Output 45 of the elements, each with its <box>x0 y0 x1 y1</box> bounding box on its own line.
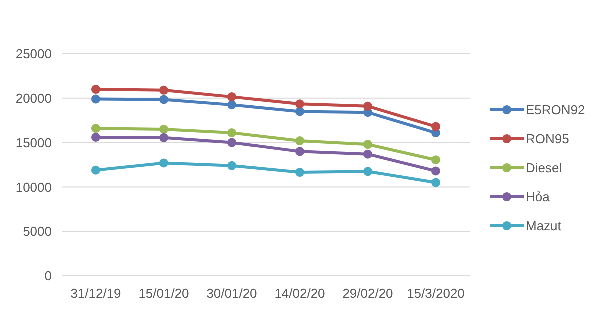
y-tick-label: 25000 <box>16 46 52 62</box>
legend-label: RON95 <box>526 132 570 147</box>
x-tick-label: 29/02/20 <box>342 286 394 301</box>
legend-label: E5RON92 <box>526 102 586 118</box>
y-tick-label: 20000 <box>16 90 52 106</box>
point <box>91 94 101 104</box>
point <box>91 85 101 94</box>
point <box>159 133 169 142</box>
y-tick-label: 10000 <box>16 180 52 195</box>
point <box>159 86 169 95</box>
x-tick-label: 14/02/20 <box>274 286 326 301</box>
point <box>227 128 237 138</box>
point <box>295 136 305 146</box>
point <box>431 178 441 188</box>
legend-label: Hỏa <box>526 190 551 205</box>
point <box>295 107 305 116</box>
point <box>363 102 373 111</box>
point <box>91 132 101 142</box>
x-tick-label: 31/12/19 <box>70 286 122 301</box>
point <box>227 138 237 148</box>
point <box>91 166 101 175</box>
point <box>295 100 305 109</box>
x-tick-label: 15/01/20 <box>138 286 190 301</box>
legend-label: Diesel <box>526 160 562 176</box>
point <box>91 124 101 134</box>
point <box>363 167 373 176</box>
x-tick-label: 15/3/2020 <box>407 286 465 301</box>
x-tick-label: 30/01/20 <box>206 286 258 301</box>
y-tick-label: 15000 <box>16 135 52 150</box>
point <box>431 166 441 176</box>
point <box>431 156 441 165</box>
y-tick-label: 5000 <box>23 224 52 240</box>
y-tick-label: 0 <box>44 268 52 284</box>
legend-label: Mazut <box>526 218 562 234</box>
point <box>431 122 441 132</box>
point <box>159 124 169 134</box>
point <box>227 92 237 102</box>
point <box>227 161 237 170</box>
point <box>363 140 373 150</box>
point <box>227 100 237 110</box>
point <box>363 150 373 159</box>
point <box>295 168 305 178</box>
point <box>159 95 169 104</box>
point <box>159 158 169 168</box>
point <box>295 147 305 156</box>
